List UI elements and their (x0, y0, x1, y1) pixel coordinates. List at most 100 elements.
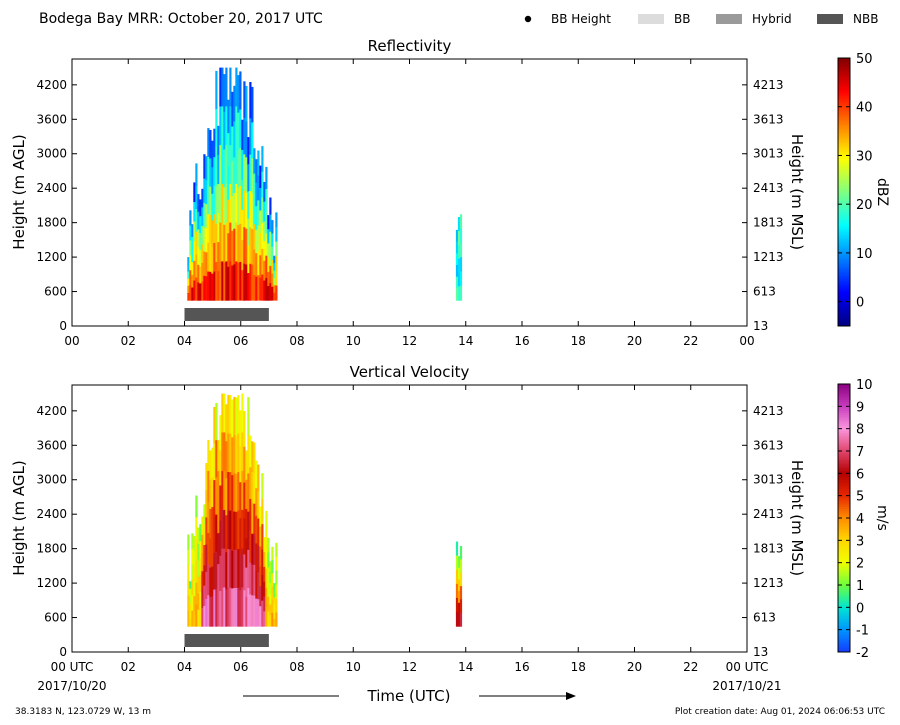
colorbar-band (838, 464, 850, 468)
echo-cell (257, 200, 260, 226)
echo-cell (237, 75, 240, 114)
echo-cell (239, 223, 242, 263)
colorbar-band (838, 502, 850, 505)
echo-cell (225, 552, 228, 590)
echo-cell (275, 256, 278, 272)
echo-cell (261, 498, 264, 525)
echo-cell (269, 593, 272, 605)
colorbar-band (838, 526, 850, 530)
echo-cell (211, 167, 214, 195)
x-tick-label: 18 (571, 660, 586, 674)
echo-cell (201, 607, 204, 627)
echo-cell (207, 128, 210, 158)
echo-cell (239, 482, 242, 519)
echo-cell (255, 543, 258, 572)
y-tick-label-right: 2413 (753, 507, 784, 521)
colorbar-band (838, 174, 850, 177)
echo-cell (459, 228, 463, 244)
echo-cell (251, 193, 254, 230)
y-tick-label-right: 1213 (753, 576, 784, 590)
colorbar-band (838, 598, 850, 602)
echo-cell (253, 173, 256, 200)
colorbar-band (838, 151, 850, 155)
echo-cell (259, 526, 262, 547)
echo-cell (211, 596, 214, 627)
colorbar-band (838, 607, 850, 610)
echo-cell (195, 495, 198, 518)
echo-cell (213, 214, 216, 244)
colorbar-band (838, 419, 850, 423)
echo-cell (271, 573, 274, 587)
echo-cell (251, 86, 254, 123)
echo-cell (265, 278, 268, 301)
echo-cell (203, 524, 206, 546)
echo-cell (205, 571, 208, 600)
echo-cell (231, 91, 234, 127)
colorbar-band (838, 625, 850, 628)
echo-cell (227, 233, 230, 268)
colorbar-band (838, 171, 850, 175)
echo-cell (245, 264, 248, 301)
colorbar-band (838, 80, 850, 83)
colorbar-band (838, 571, 850, 575)
echo-cell (191, 236, 194, 251)
echo-cell (221, 261, 224, 301)
echo-cell (217, 471, 220, 503)
echo-cell (217, 271, 220, 301)
colorbar-band (838, 299, 850, 302)
colorbar-band (838, 221, 850, 224)
colorbar-band (838, 169, 850, 173)
echo-cell (231, 399, 234, 438)
echo-cell (201, 188, 204, 208)
echo-cell (203, 605, 206, 627)
echo-cell (251, 595, 254, 627)
echo-cell (229, 222, 232, 262)
colorbar-band (838, 433, 850, 436)
echo-cell (237, 150, 240, 189)
colorbar-band (838, 288, 850, 291)
echo-cell (459, 242, 463, 258)
echo-cell (261, 248, 264, 275)
echo-cell (217, 533, 220, 565)
colorbar-frame (837, 57, 851, 327)
echo-cell (209, 271, 212, 301)
y-tick-label-right: 3013 (753, 473, 784, 487)
echo-cell (459, 271, 463, 287)
echo-cell (275, 570, 278, 585)
echo-cell (189, 225, 192, 241)
colorbar-band (838, 127, 850, 130)
echo-cell (189, 588, 192, 597)
echo-cell (251, 472, 254, 504)
echo-cell (207, 470, 210, 503)
echo-cell (267, 567, 270, 583)
echo-cell (205, 276, 208, 301)
echo-cell (457, 579, 461, 592)
colorbar-band (838, 292, 850, 296)
echo-cell (233, 396, 236, 436)
echo-cell (189, 240, 192, 256)
echo-cell (195, 163, 198, 187)
colorbar-band (838, 187, 850, 191)
x-tick-label: 06 (233, 660, 248, 674)
colorbar-band (838, 256, 850, 260)
echo-cell (225, 106, 228, 146)
colorbar-band (838, 294, 850, 298)
echo-cell (267, 229, 270, 244)
y-tick-label: 1800 (36, 216, 67, 230)
echo-cell (455, 288, 459, 301)
echo-cell (273, 263, 276, 271)
echo-cell (273, 604, 276, 613)
echo-cell (253, 148, 256, 175)
velocity-plot-frame (71, 384, 748, 653)
echo-cell (191, 610, 194, 627)
y-tick-label: 3000 (36, 473, 67, 487)
echo-cell (219, 261, 222, 301)
colorbar-band (838, 93, 850, 97)
echo-cell (225, 183, 228, 224)
echo-cell (245, 538, 248, 569)
echo-cell (255, 571, 258, 600)
colorbar-band (838, 270, 850, 273)
colorbar-band (838, 120, 850, 124)
echo-cell (233, 549, 236, 589)
echo-cell (243, 446, 246, 484)
